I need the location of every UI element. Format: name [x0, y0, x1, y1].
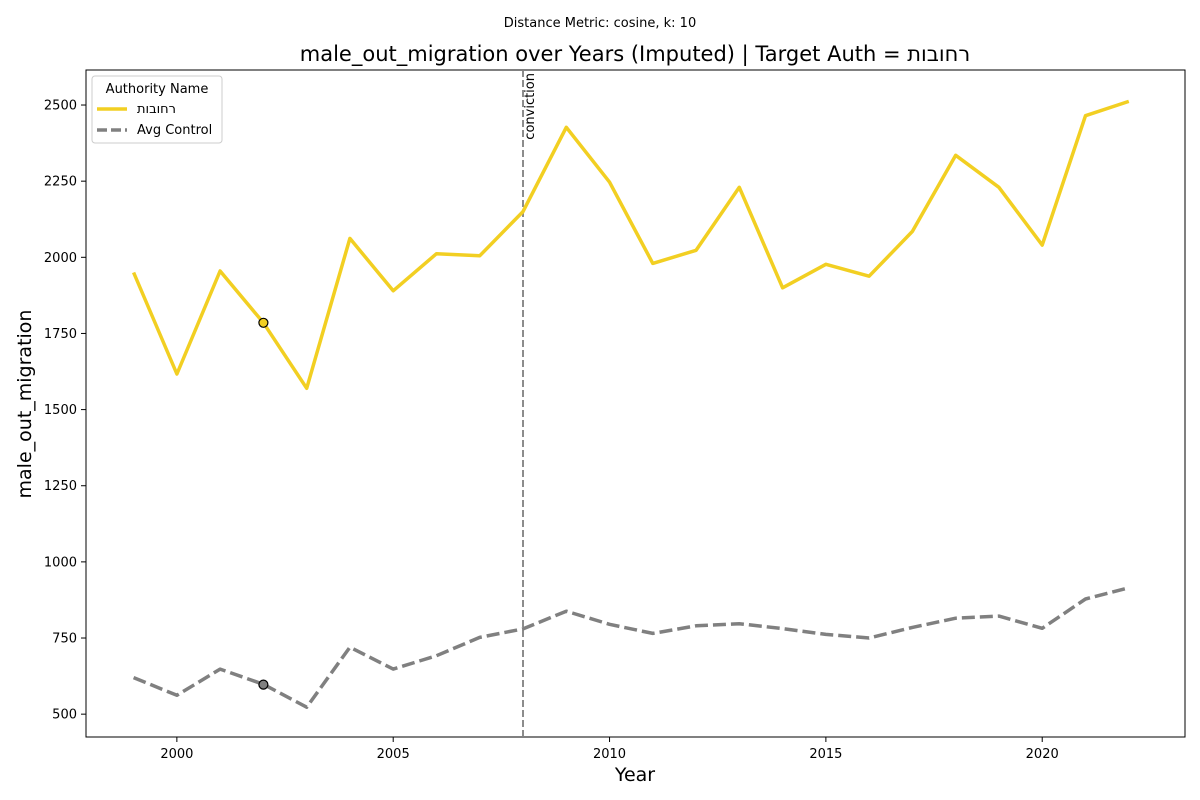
- y-tick-label: 1500: [44, 403, 77, 418]
- chart-title: male_out_migration over Years (Imputed) …: [300, 42, 970, 67]
- legend-label-control: Avg Control: [137, 123, 212, 138]
- y-tick-label: 2250: [44, 175, 77, 190]
- x-tick-label: 2005: [377, 747, 410, 762]
- conviction-vline: conviction: [522, 70, 538, 737]
- series-line-0: [131, 99, 1130, 391]
- y-tick-label: 500: [52, 708, 77, 723]
- legend: Authority Name רחובות Avg Control: [91, 75, 223, 144]
- x-axis-title: Year: [614, 764, 655, 786]
- y-axis-title: male_out_migration: [14, 310, 36, 499]
- legend-frame: [91, 75, 223, 144]
- chart-suptitle: Distance Metric: cosine, k: 10: [504, 16, 696, 31]
- x-tick-label: 2015: [809, 747, 842, 762]
- y-tick-label: 2500: [44, 99, 77, 114]
- imputed-point-marker: [258, 679, 269, 690]
- plot-area: [85, 69, 1186, 738]
- imputed-point-marker: [258, 317, 269, 328]
- y-tick-label: 1000: [44, 555, 77, 570]
- vline-label: conviction: [523, 73, 538, 140]
- y-tick-label: 2000: [44, 251, 77, 266]
- y-tick-label: 1750: [44, 327, 77, 342]
- legend-title: Authority Name: [106, 82, 209, 97]
- x-axis: 2000 2005 2010 2015 2020: [160, 737, 1059, 762]
- imputed-markers: [258, 317, 269, 690]
- y-tick-label: 750: [52, 632, 77, 647]
- series-line-1: [132, 586, 1130, 709]
- legend-label-target: רחובות: [137, 102, 176, 117]
- plot-frame: [85, 69, 1186, 738]
- x-tick-label: 2000: [160, 747, 193, 762]
- x-tick-label: 2010: [593, 747, 626, 762]
- series-lines: [131, 99, 1130, 709]
- x-tick-label: 2020: [1026, 747, 1059, 762]
- y-tick-label: 1250: [44, 479, 77, 494]
- y-axis: 500 750 1000 1250 1500 1750 2000 2250 2500: [44, 99, 86, 723]
